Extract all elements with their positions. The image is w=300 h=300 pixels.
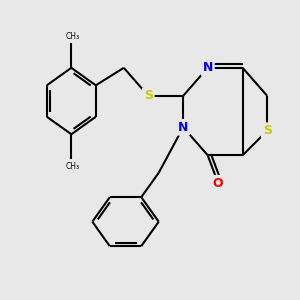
Text: O: O bbox=[213, 177, 224, 190]
Text: N: N bbox=[178, 121, 188, 134]
Text: S: S bbox=[262, 124, 272, 137]
Text: CH₃: CH₃ bbox=[66, 32, 80, 40]
Text: CH₃: CH₃ bbox=[66, 161, 80, 170]
Text: N: N bbox=[202, 61, 213, 74]
Text: S: S bbox=[144, 89, 153, 102]
